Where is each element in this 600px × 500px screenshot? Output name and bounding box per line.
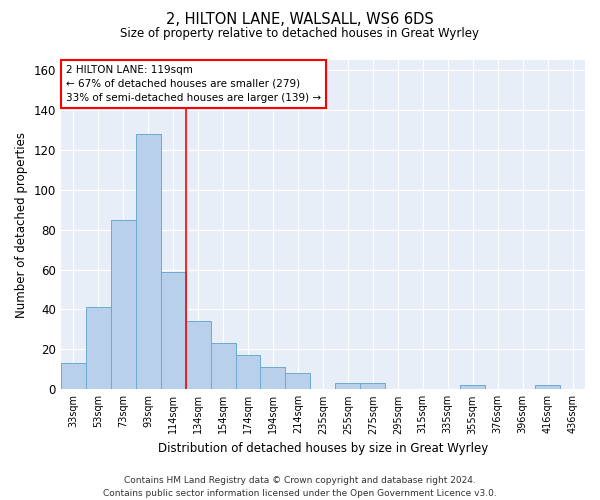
Bar <box>61 364 86 390</box>
Bar <box>161 272 185 390</box>
Text: Size of property relative to detached houses in Great Wyrley: Size of property relative to detached ho… <box>121 28 479 40</box>
Bar <box>335 384 361 390</box>
Text: Contains HM Land Registry data © Crown copyright and database right 2024.
Contai: Contains HM Land Registry data © Crown c… <box>103 476 497 498</box>
Bar <box>361 384 385 390</box>
Text: 2, HILTON LANE, WALSALL, WS6 6DS: 2, HILTON LANE, WALSALL, WS6 6DS <box>166 12 434 28</box>
Bar <box>185 322 211 390</box>
X-axis label: Distribution of detached houses by size in Great Wyrley: Distribution of detached houses by size … <box>158 442 488 455</box>
Text: 2 HILTON LANE: 119sqm
← 67% of detached houses are smaller (279)
33% of semi-det: 2 HILTON LANE: 119sqm ← 67% of detached … <box>66 65 321 103</box>
Bar <box>535 386 560 390</box>
Bar <box>111 220 136 390</box>
Bar <box>460 386 485 390</box>
Bar <box>136 134 161 390</box>
Y-axis label: Number of detached properties: Number of detached properties <box>15 132 28 318</box>
Bar <box>236 356 260 390</box>
Bar <box>286 374 310 390</box>
Bar <box>211 344 236 390</box>
Bar <box>86 308 111 390</box>
Bar <box>260 368 286 390</box>
